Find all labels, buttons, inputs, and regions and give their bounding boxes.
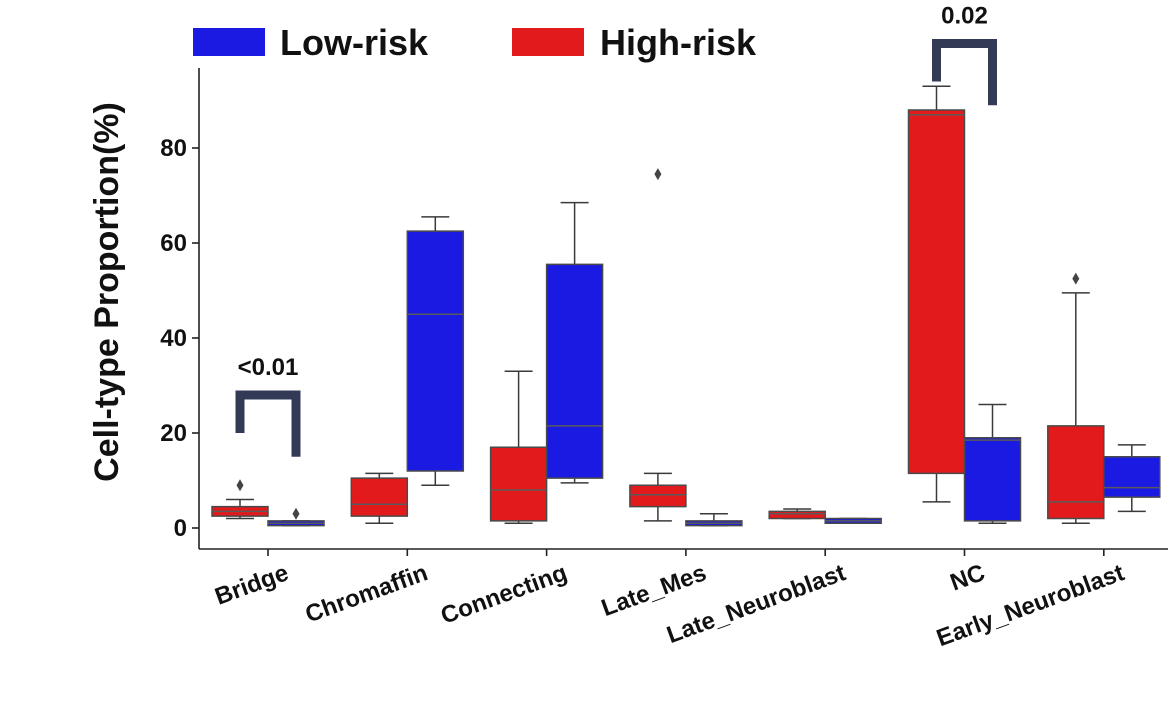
significance-bracket-nc (932, 39, 997, 106)
y-tick-label: 20 (160, 420, 187, 447)
significance-bracket-bridge (235, 390, 301, 457)
y-tick-label: 40 (160, 325, 187, 352)
box-high-risk-late-mes-outlier (654, 168, 662, 181)
box-low-risk-connecting (545, 263, 604, 479)
y-tick-label: 60 (160, 230, 187, 257)
legend-swatch-low-risk (193, 28, 265, 56)
box-low-risk-early-neuroblast (1103, 456, 1161, 498)
y-tick-label: 0 (174, 515, 187, 542)
x-tick-label-chromaffin: Chromaffin (302, 559, 432, 628)
box-high-risk-connecting (489, 446, 548, 522)
box-high-risk-early-neuroblast-outlier (1072, 272, 1080, 285)
legend: Low-risk High-risk (193, 22, 757, 63)
box-low-risk-nc (963, 437, 1022, 522)
legend-label-low-risk: Low-risk (280, 22, 429, 63)
box-low-risk-chromaffin (406, 230, 465, 472)
legend-swatch-high-risk (512, 28, 584, 56)
box-high-risk-chromaffin (350, 477, 409, 517)
x-tick-label-nc: NC (947, 559, 989, 596)
box-high-risk-nc (907, 109, 966, 475)
x-tick-label-bridge: Bridge (211, 559, 292, 610)
p-value-label-bridge: <0.01 (238, 354, 299, 381)
y-axis-label: Cell-type Proportion(%) (88, 102, 126, 482)
box-low-risk-bridge-outlier (292, 507, 300, 520)
box-high-risk-early-neuroblast (1047, 425, 1105, 520)
p-value-label-nc: 0.02 (941, 3, 988, 30)
y-tick-label: 80 (160, 135, 187, 162)
x-tick-label-connecting: Connecting (437, 559, 570, 630)
legend-label-high-risk: High-risk (600, 22, 757, 63)
box-high-risk-late-mes (629, 484, 687, 508)
box-high-risk-bridge-outlier (236, 479, 244, 492)
box-high-risk-late-neuroblast (768, 510, 826, 520)
